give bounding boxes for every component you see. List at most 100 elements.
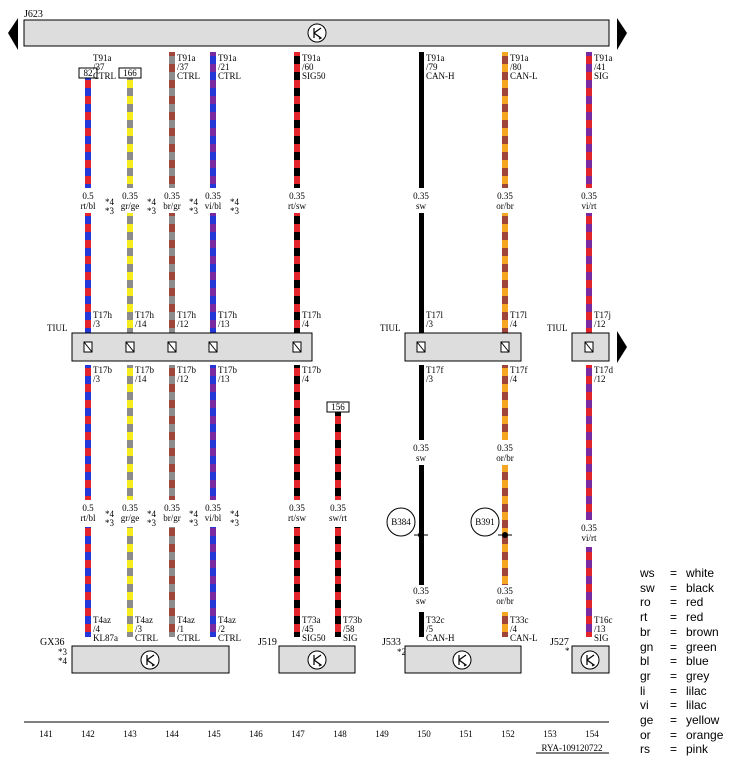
wire-142-lnote-a: *4 <box>105 509 115 519</box>
legend-abbr: sw <box>640 580 655 595</box>
wire-144-note-b: *3 <box>189 206 199 216</box>
wire-145-conn-bot: T17b <box>218 365 237 375</box>
wire-144-note-a: *4 <box>189 197 199 207</box>
wire-147-lower <box>294 365 300 500</box>
wire-152-lower-size: 0.35 <box>497 586 513 596</box>
wire-150-splice <box>419 465 424 585</box>
wire-150-end-conn: T32c <box>426 615 445 625</box>
wire-143-color: gr/ge <box>121 201 140 211</box>
wire-150-lower <box>419 365 424 440</box>
pin-150-icon <box>416 341 426 353</box>
wire-143-bottom <box>127 527 133 637</box>
wire-142-conn-top: T17h <box>93 310 112 320</box>
legend-eq: = <box>670 727 678 742</box>
wire-147-size: 0.35 <box>289 191 305 201</box>
legend-name: green <box>686 639 717 654</box>
wire-144-top-pin: T91a <box>177 53 196 63</box>
legend-name: lilac <box>686 683 707 698</box>
wire-152-top-pin-num: /80 <box>510 62 522 72</box>
svg-text:166: 166 <box>123 68 137 78</box>
wire-154-conn-bot: T17d <box>594 365 613 375</box>
tiul-label-2: TIUL <box>380 323 401 333</box>
wire-145-lnote-a: *4 <box>230 509 240 519</box>
wire-144-end-pin: /1 <box>177 624 184 634</box>
wire-154-upper <box>586 52 592 188</box>
legend-row: gr = grey <box>640 669 732 684</box>
legend-abbr: or <box>640 727 651 742</box>
svg-text:*3: *3 <box>58 647 68 657</box>
wire-154-mid <box>586 213 592 333</box>
connector-strips: TIUL TIUL TIUL <box>47 323 627 363</box>
wire-152-mid-size: 0.35 <box>497 443 513 453</box>
wire-145-color: vi/bl <box>205 201 222 211</box>
tiul-strip-left <box>71 332 313 362</box>
column-number: 145 <box>207 729 221 739</box>
wire-144-mid <box>169 213 175 333</box>
wire-150-conn-top: T17l <box>426 310 443 320</box>
wire-145-lower-size: 0.35 <box>205 503 221 513</box>
wire-147-lower-size: 0.35 <box>289 503 305 513</box>
legend-name: grey <box>686 668 710 683</box>
wire-147-conn-top-pin: /4 <box>302 319 310 329</box>
ecu-symbol-icon <box>307 23 327 43</box>
wire-145-lower <box>210 365 216 500</box>
wire-154-end-signal: SIG <box>594 633 609 643</box>
legend-row: br = brown <box>640 625 732 640</box>
wire-143-size: 0.35 <box>122 191 138 201</box>
legend-name: white <box>686 566 715 580</box>
splices: B384 B391 <box>386 507 512 538</box>
wire-143-upper <box>127 78 133 188</box>
wire-150-upper <box>419 52 424 188</box>
wire-147-bottom <box>294 527 300 637</box>
legend-abbr: rt <box>640 610 648 625</box>
wire-143-note-a: *4 <box>147 197 157 207</box>
wire-150-bottom <box>419 612 424 637</box>
wire-142-lower-size: 0.5 <box>82 503 94 513</box>
wire-143-end-conn: T4az <box>135 615 153 625</box>
wire-145-note-b: *3 <box>230 206 240 216</box>
wire-147-end-signal: SIG50 <box>302 633 326 643</box>
wire-150-conn-bot: T17f <box>426 365 444 375</box>
wire-148-lower <box>335 412 341 500</box>
wire-150-conn-bot-pin: /3 <box>426 374 434 384</box>
wire-144-bottom <box>169 527 175 637</box>
wire-144-conn-top-pin: /12 <box>177 319 189 329</box>
legend-row: ge = yellow <box>640 713 732 728</box>
wire-152-conn-bot-pin: /4 <box>510 374 518 384</box>
wire-150-end-pin: /5 <box>426 624 434 634</box>
svg-text:*4: *4 <box>58 656 68 666</box>
legend-eq: = <box>670 698 678 713</box>
legend-abbr: br <box>640 624 651 639</box>
svg-text:82: 82 <box>84 68 93 78</box>
svg-text:B384: B384 <box>391 517 411 527</box>
column-number: 148 <box>333 729 347 739</box>
wire-145-upper <box>210 52 216 188</box>
wire-147-conn-top: T17h <box>302 310 321 320</box>
wire-152-color: or/br <box>496 201 514 211</box>
legend-row: ws = white <box>640 566 732 581</box>
legend-eq: = <box>670 683 678 698</box>
splice-b391 <box>470 507 500 537</box>
wire-142-size: 0.5 <box>82 191 94 201</box>
wire-142-note-b: *3 <box>105 206 115 216</box>
svg-text:B391: B391 <box>475 517 495 527</box>
wire-142-bottom <box>85 527 91 637</box>
svg-text:156: 156 <box>331 402 345 412</box>
wire-154-conn-top: T17j <box>594 310 611 320</box>
wire-144-conn-top: T17h <box>177 310 196 320</box>
ref-box-156 <box>326 401 350 413</box>
legend-name: black <box>686 580 715 595</box>
wire-145-end-conn: T4az <box>218 615 236 625</box>
wire-150-lower-color: sw <box>416 596 427 606</box>
wire-147-mid <box>294 213 300 333</box>
legend-row: sw = black <box>640 581 732 596</box>
wire-152-conn-bot: T17f <box>510 365 528 375</box>
wire-143-conn-bot: T17b <box>135 365 154 375</box>
legend-row: vi = lilac <box>640 698 732 713</box>
wire-154-bottom <box>586 547 592 637</box>
wire-147-upper <box>294 52 300 188</box>
wire-143-lower-size: 0.35 <box>122 503 138 513</box>
wire-143-lnote-b: *3 <box>147 518 157 528</box>
wire-148-end-conn: T73b <box>343 615 362 625</box>
